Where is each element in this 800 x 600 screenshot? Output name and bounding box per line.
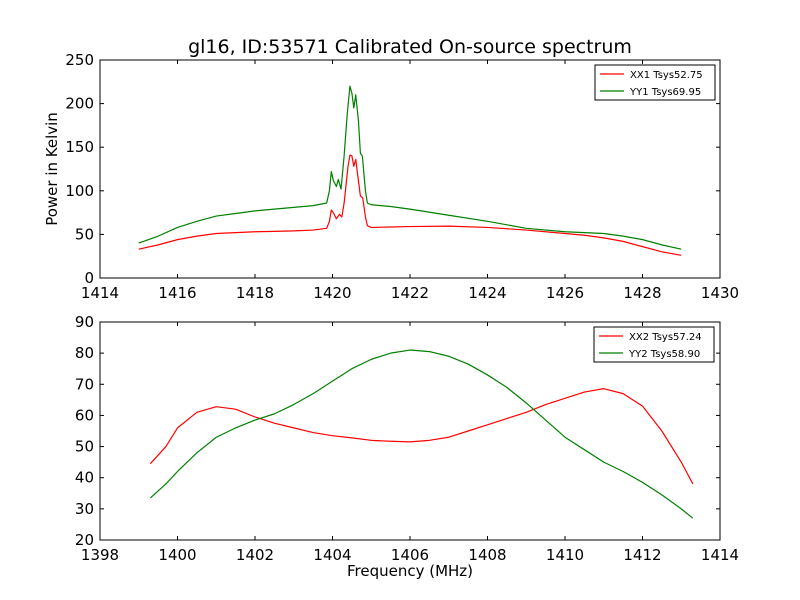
chart-title: gl16, ID:53571 Calibrated On-source spec…: [188, 36, 632, 58]
top-x-tick-label: 1416: [158, 284, 196, 302]
bottom-panel: 1398 1400 1402 1404 1406 1408 1410 1412 1414 20 30…: [75, 313, 739, 580]
top-y-tick-label: 150: [65, 138, 94, 156]
top-x-tick-label: 1418: [236, 284, 274, 302]
top-y-tick-label: 250: [65, 51, 94, 69]
top-y-tick-label: 200: [65, 95, 94, 113]
top-y-tick-label: 50: [75, 225, 94, 243]
bottom-ticks-group: 1398 1400 1402 1404 1406 1408 1410 1412 1414 20 30…: [75, 313, 739, 564]
bottom-x-tick-label: 1400: [158, 546, 196, 564]
top-x-tick-label: 1428: [623, 284, 661, 302]
bottom-x-tick-label: 1410: [546, 546, 584, 564]
top-y-axis-label: Power in Kelvin: [43, 112, 61, 226]
top-panel: 1414 1416 1418 1420 1422 1424 1426 1428 1430 0 50 1…: [43, 51, 739, 302]
top-legend-label-xx1: XX1 Tsys52.75: [630, 70, 703, 81]
bottom-x-tick-label: 1406: [391, 546, 429, 564]
bottom-y-tick-label: 60: [75, 406, 94, 424]
top-legend-box: [594, 64, 716, 101]
top-x-tick-label: 1424: [468, 284, 506, 302]
bottom-y-tick-label: 90: [75, 313, 94, 331]
bottom-y-tick-label: 80: [75, 344, 94, 362]
top-legend-label-yy1: YY1 Tsys69.95: [629, 87, 701, 98]
bottom-x-tick-label: 1408: [468, 546, 506, 564]
bottom-legend-label-yy2: YY2 Tsys58.90: [628, 349, 700, 360]
bottom-y-tick-label: 20: [75, 531, 94, 549]
top-series-line-2: [138, 85, 682, 250]
top-series-line-1: [138, 154, 682, 256]
bottom-legend-label-xx2: XX2 Tsys57.24: [629, 332, 702, 343]
bottom-series-line-1: [149, 388, 694, 485]
top-x-tick-label: 1414: [81, 284, 119, 302]
top-y-tick-label: 0: [84, 269, 94, 287]
bottom-y-tick-label: 30: [75, 500, 94, 518]
top-legend: XX1 Tsys52.75 YY1 Tsys69.95: [594, 64, 716, 101]
bottom-series-group: [149, 349, 694, 519]
bottom-x-tick-label: 1398: [81, 546, 119, 564]
top-x-tick-label: 1420: [313, 284, 351, 302]
bottom-series-line-2: [149, 349, 694, 519]
bottom-y-tick-label: 70: [75, 375, 94, 393]
bottom-x-tick-label: 1412: [623, 546, 661, 564]
top-x-tick-label: 1430: [701, 284, 739, 302]
bottom-y-tick-label: 50: [75, 438, 94, 456]
bottom-x-tick-label: 1404: [313, 546, 351, 564]
bottom-x-tick-label: 1402: [236, 546, 274, 564]
bottom-x-tick-label: 1414: [701, 546, 739, 564]
top-y-tick-label: 100: [65, 182, 94, 200]
bottom-y-tick-label: 40: [75, 469, 94, 487]
top-ticks-group: 1414 1416 1418 1420 1422 1424 1426 1428 1430 0 50 1…: [65, 51, 739, 302]
bottom-x-axis-label: Frequency (MHz): [347, 562, 473, 580]
top-x-tick-label: 1426: [546, 284, 584, 302]
top-x-tick-label: 1422: [391, 284, 429, 302]
bottom-legend-box: [593, 326, 715, 363]
bottom-legend: XX2 Tsys57.24 YY2 Tsys58.90: [593, 326, 715, 363]
top-series-group: [138, 85, 682, 256]
